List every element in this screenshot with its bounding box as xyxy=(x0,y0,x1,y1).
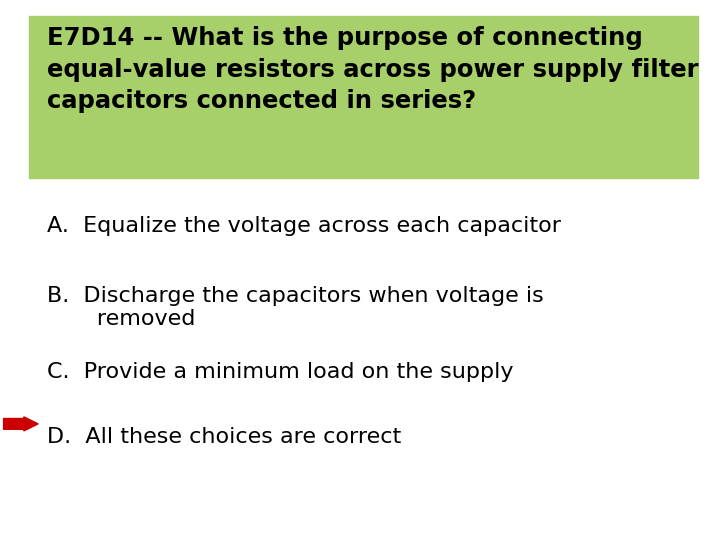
FancyBboxPatch shape xyxy=(29,16,698,178)
Text: C.  Provide a minimum load on the supply: C. Provide a minimum load on the supply xyxy=(47,362,513,382)
Text: D.  All these choices are correct: D. All these choices are correct xyxy=(47,427,401,447)
FancyArrow shape xyxy=(4,417,38,431)
Text: B.  Discharge the capacitors when voltage is
       removed: B. Discharge the capacitors when voltage… xyxy=(47,286,544,329)
Text: E7D14 -- What is the purpose of connecting
equal-value resistors across power su: E7D14 -- What is the purpose of connecti… xyxy=(47,26,698,113)
Text: A.  Equalize the voltage across each capacitor: A. Equalize the voltage across each capa… xyxy=(47,216,561,236)
